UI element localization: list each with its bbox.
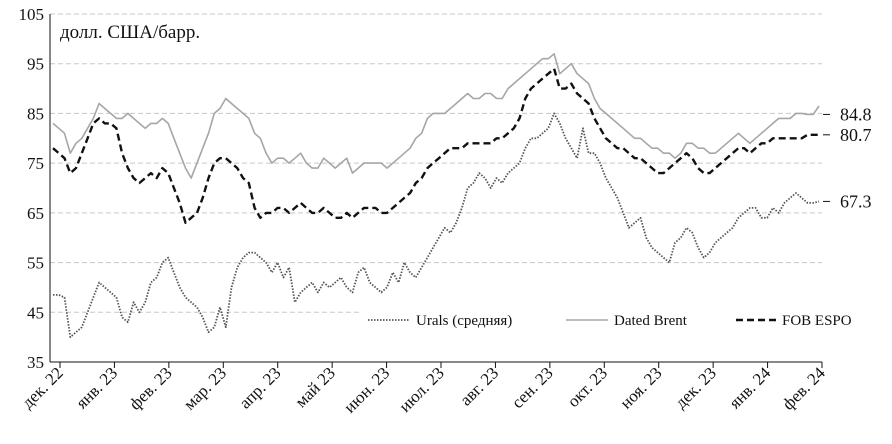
- x-tick-label: июл. 23: [395, 363, 448, 416]
- end-value-label: 84.8: [840, 104, 872, 124]
- x-tick-label: янв. 24: [725, 363, 774, 412]
- legend: Urals (средняя) Dated Brent FOB ESPO: [360, 306, 852, 332]
- grid: [50, 13, 822, 313]
- x-tick-label: дек. 23: [671, 363, 720, 412]
- y-tick-label: 105: [19, 5, 45, 24]
- x-tick-label: ноя. 23: [616, 363, 665, 412]
- y-tick-label: 95: [27, 55, 44, 74]
- y-tick-label: 35: [27, 353, 44, 372]
- x-tick-label: апр. 23: [235, 363, 284, 412]
- x-tick-label: авг. 23: [456, 363, 502, 409]
- y-tick-label: 45: [27, 303, 44, 322]
- series-line: [53, 112, 820, 339]
- series-line: [52, 52, 820, 179]
- legend-label: Urals (средняя): [416, 313, 512, 329]
- x-tick-label: май 23: [291, 363, 339, 411]
- x-tick-label: окт. 23: [564, 363, 612, 411]
- x-tick-label: сен. 23: [508, 363, 557, 412]
- y-tick-label: 85: [27, 104, 44, 123]
- x-tick-label: фев. 23: [125, 363, 175, 413]
- series-layer: [52, 52, 820, 339]
- x-tick-label: июн. 23: [340, 363, 393, 416]
- end-value-label: 80.7: [840, 125, 872, 145]
- x-tick-label: янв. 23: [72, 363, 121, 412]
- unit-label: долл. США/барр.: [60, 22, 200, 43]
- legend-label: FOB ESPO: [782, 313, 852, 329]
- y-tick-label: 55: [27, 254, 44, 273]
- end-labels: 67.3 84.880.7: [823, 104, 872, 211]
- legend-label: Dated Brent: [614, 313, 688, 329]
- x-tick-label: мар. 23: [180, 363, 230, 413]
- series-line: [52, 67, 819, 225]
- y-tick-label: 65: [27, 204, 44, 223]
- y-tick-label: 75: [27, 154, 44, 173]
- end-value-label: 67.3: [840, 191, 872, 211]
- x-tick-label: фев. 24: [779, 363, 830, 414]
